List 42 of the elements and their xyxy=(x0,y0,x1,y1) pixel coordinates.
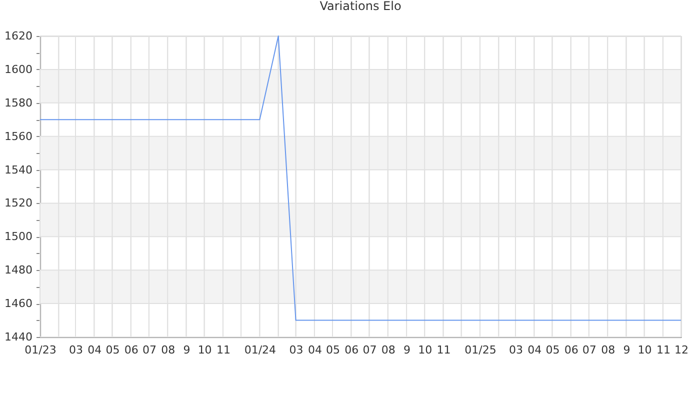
x-tick-label: 11 xyxy=(656,344,670,356)
y-tick-label: 1520 xyxy=(4,196,32,210)
x-tick-label: 04 xyxy=(308,344,322,356)
y-tick-label: 1460 xyxy=(4,297,32,310)
y-tick-label: 1480 xyxy=(4,264,32,277)
x-tick-label: 05 xyxy=(546,344,560,356)
x-tick-label: 11 xyxy=(216,344,230,356)
x-tick-label: 10 xyxy=(418,344,432,356)
x-tick-label: 12 xyxy=(674,344,688,356)
x-tick-label: 9 xyxy=(183,344,190,356)
x-tick-label: 01/24 xyxy=(244,344,276,356)
x-tick-label: 03 xyxy=(69,344,84,356)
x-tick-label: 05 xyxy=(106,344,120,356)
x-tick-label: 03 xyxy=(508,344,523,356)
x-tick-label: 11 xyxy=(436,344,451,356)
x-tick-label: 04 xyxy=(528,344,542,356)
y-tick-label: 1620 xyxy=(4,30,32,42)
x-tick-label: 01/25 xyxy=(464,344,496,356)
x-tick-label: 06 xyxy=(564,344,578,356)
y-tick-label: 1540 xyxy=(4,163,32,176)
y-tick-label: 1440 xyxy=(4,330,32,344)
x-tick-label: 03 xyxy=(289,344,304,356)
x-tick-label: 08 xyxy=(601,344,616,356)
y-tick-label: 1580 xyxy=(4,96,32,110)
x-tick-label: 08 xyxy=(161,344,176,356)
y-tick-label: 1560 xyxy=(4,130,32,143)
x-tick-label: 08 xyxy=(381,344,396,356)
chart-title: Variations Elo xyxy=(320,0,402,13)
x-tick-label: 06 xyxy=(344,344,359,356)
x-tick-label: 01/23 xyxy=(24,344,56,356)
x-tick-label: 06 xyxy=(124,344,138,356)
x-tick-label: 9 xyxy=(404,344,411,356)
x-tick-label: 07 xyxy=(582,344,596,356)
x-tick-label: 9 xyxy=(623,344,630,356)
x-tick-label: 07 xyxy=(142,344,156,356)
x-tick-label: 10 xyxy=(638,344,652,356)
x-tick-label: 10 xyxy=(198,344,212,356)
x-tick-label: 07 xyxy=(362,344,377,356)
x-tick-label: 04 xyxy=(88,344,102,356)
y-tick-label: 1500 xyxy=(4,230,32,244)
x-tick-label: 05 xyxy=(326,344,340,356)
y-tick-label: 1600 xyxy=(4,62,32,76)
